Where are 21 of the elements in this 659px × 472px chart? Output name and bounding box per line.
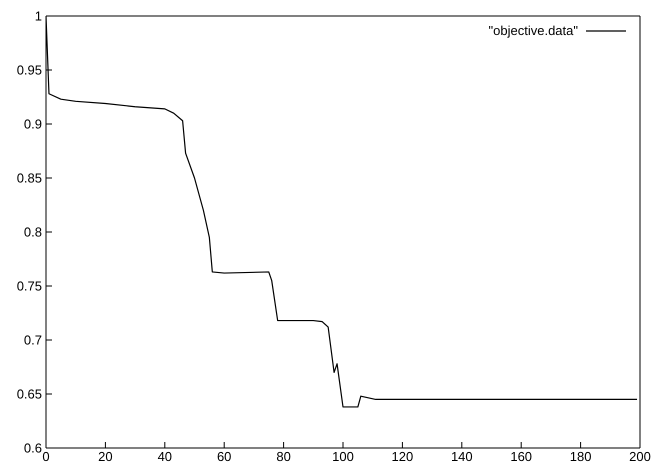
x-tick-label: 100 — [332, 449, 354, 464]
y-tick-label: 0.65 — [16, 386, 42, 402]
x-tick-label: 140 — [450, 449, 473, 464]
y-tick-label: 0.6 — [24, 440, 42, 456]
y-tick-label: 1 — [34, 8, 42, 24]
y-tick-label: 0.75 — [16, 278, 42, 294]
y-tick-label: 0.95 — [16, 62, 42, 78]
x-tick-label: 80 — [276, 449, 291, 464]
x-tick-label: 40 — [158, 449, 172, 464]
legend-label: "objective.data" — [488, 23, 578, 38]
x-tick-label: 180 — [570, 449, 592, 464]
y-tick-label: 0.85 — [16, 170, 42, 186]
y-tick-label: 0.9 — [24, 116, 42, 132]
x-tick-label: 120 — [392, 449, 414, 464]
y-tick-label: 0.8 — [24, 224, 42, 240]
x-tick-label: 20 — [98, 449, 113, 464]
x-tick-label: 0 — [42, 449, 50, 464]
x-tick-label: 160 — [510, 449, 532, 464]
x-tick-label: 60 — [216, 449, 232, 464]
x-tick-label: 200 — [629, 449, 651, 464]
y-tick-label: 0.7 — [24, 332, 42, 348]
